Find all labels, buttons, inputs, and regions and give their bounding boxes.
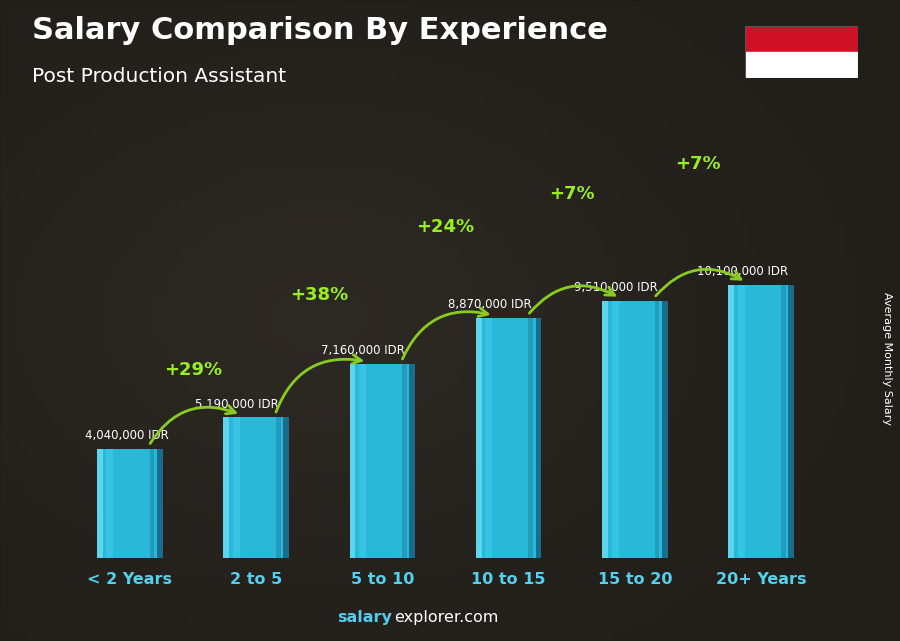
Bar [662,301,668,558]
Text: 10,100,000 IDR: 10,100,000 IDR [697,265,788,278]
Bar [788,285,794,558]
Bar [476,318,482,558]
Bar [106,449,113,558]
Bar [738,285,745,558]
Text: +24%: +24% [417,218,474,236]
Text: +29%: +29% [164,362,222,379]
Text: +7%: +7% [675,155,721,173]
Bar [745,52,858,78]
Bar [485,318,492,558]
Bar [536,318,542,558]
Bar [223,417,289,558]
Text: 5,190,000 IDR: 5,190,000 IDR [195,397,279,411]
Text: salary: salary [337,610,392,625]
Bar [97,449,163,558]
Bar [223,417,230,558]
Bar [149,449,154,558]
Bar [233,417,239,558]
Text: Average Monthly Salary: Average Monthly Salary [881,292,892,426]
Text: 8,870,000 IDR: 8,870,000 IDR [448,298,532,312]
Bar [157,449,163,558]
Text: 4,040,000 IDR: 4,040,000 IDR [86,429,169,442]
Bar [97,449,103,558]
Bar [781,285,786,558]
Text: 9,510,000 IDR: 9,510,000 IDR [574,281,658,294]
Bar [276,417,281,558]
Text: +7%: +7% [549,185,595,203]
Bar [745,26,858,52]
Bar [602,301,668,558]
Bar [283,417,289,558]
Bar [655,301,660,558]
Bar [349,364,356,558]
Bar [528,318,533,558]
Bar [402,364,407,558]
Text: Salary Comparison By Experience: Salary Comparison By Experience [32,16,608,45]
Bar [728,285,734,558]
Bar [602,301,608,558]
Bar [410,364,415,558]
Bar [476,318,542,558]
Bar [359,364,366,558]
Bar [349,364,415,558]
Text: +38%: +38% [290,287,348,304]
Text: 7,160,000 IDR: 7,160,000 IDR [321,344,405,358]
Bar [612,301,618,558]
Bar [728,285,794,558]
Text: explorer.com: explorer.com [394,610,499,625]
Text: Post Production Assistant: Post Production Assistant [32,67,285,87]
